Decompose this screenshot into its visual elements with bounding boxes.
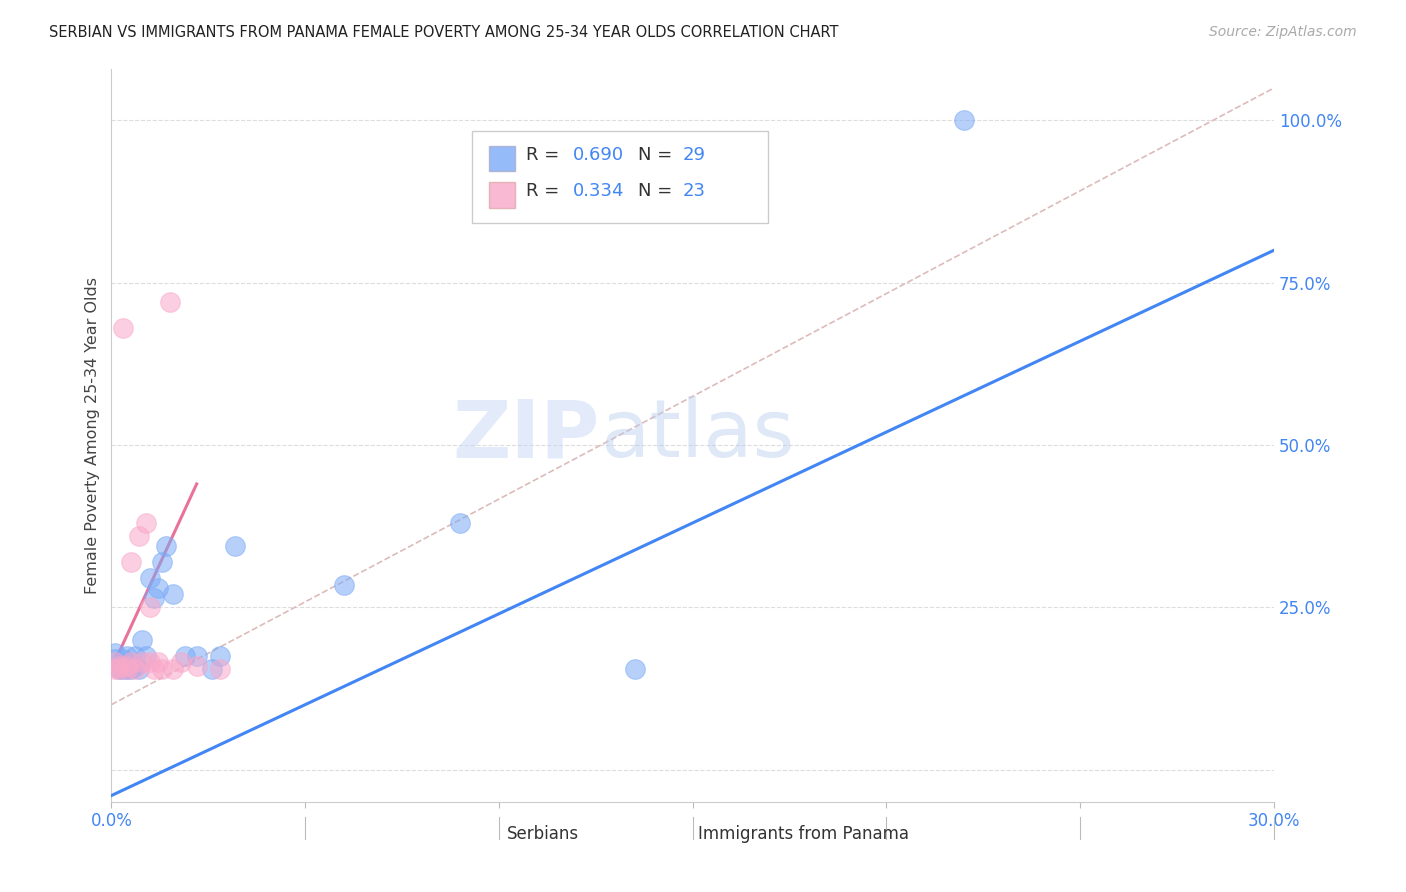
- Text: 0.334: 0.334: [572, 182, 624, 200]
- Point: [186, 648, 208, 663]
- Point: [333, 577, 356, 591]
- Point: [953, 113, 976, 128]
- Point: [112, 321, 135, 335]
- Point: [162, 662, 184, 676]
- Point: [108, 662, 131, 676]
- Text: 23: 23: [682, 182, 706, 200]
- Point: [146, 581, 169, 595]
- Text: R =: R =: [526, 145, 565, 163]
- Point: [115, 662, 138, 676]
- Point: [146, 656, 169, 670]
- Point: [186, 658, 208, 673]
- Point: [135, 516, 157, 530]
- Point: [104, 656, 127, 670]
- Text: Source: ZipAtlas.com: Source: ZipAtlas.com: [1209, 25, 1357, 39]
- Point: [112, 662, 135, 676]
- Point: [155, 539, 177, 553]
- Point: [174, 648, 197, 663]
- Point: [139, 656, 162, 670]
- Text: N =: N =: [638, 182, 678, 200]
- Point: [170, 656, 193, 670]
- Point: [449, 516, 471, 530]
- Point: [135, 648, 157, 663]
- Point: [128, 662, 150, 676]
- Point: [120, 656, 142, 670]
- Point: [143, 662, 166, 676]
- Text: R =: R =: [526, 182, 565, 200]
- Point: [150, 662, 173, 676]
- FancyBboxPatch shape: [465, 826, 499, 842]
- Point: [104, 652, 127, 666]
- Text: SERBIAN VS IMMIGRANTS FROM PANAMA FEMALE POVERTY AMONG 25-34 YEAR OLDS CORRELATI: SERBIAN VS IMMIGRANTS FROM PANAMA FEMALE…: [49, 25, 839, 40]
- FancyBboxPatch shape: [489, 182, 515, 208]
- Point: [139, 600, 162, 615]
- Point: [131, 656, 153, 670]
- Point: [124, 658, 146, 673]
- Text: 29: 29: [682, 145, 706, 163]
- Point: [159, 295, 181, 310]
- Point: [139, 571, 162, 585]
- Text: 0.690: 0.690: [572, 145, 624, 163]
- Point: [623, 662, 645, 676]
- Text: atlas: atlas: [600, 396, 794, 475]
- Point: [124, 648, 146, 663]
- FancyBboxPatch shape: [489, 145, 515, 171]
- Text: N =: N =: [638, 145, 678, 163]
- Point: [108, 658, 131, 673]
- Point: [131, 632, 153, 647]
- Point: [124, 662, 146, 676]
- FancyBboxPatch shape: [658, 826, 690, 842]
- Point: [201, 662, 224, 676]
- Point: [112, 652, 135, 666]
- Y-axis label: Female Poverty Among 25-34 Year Olds: Female Poverty Among 25-34 Year Olds: [86, 277, 100, 594]
- Point: [162, 587, 184, 601]
- Point: [208, 662, 231, 676]
- Point: [150, 555, 173, 569]
- Point: [143, 591, 166, 605]
- Point: [224, 539, 246, 553]
- Point: [108, 662, 131, 676]
- Point: [120, 555, 142, 569]
- Point: [104, 662, 127, 676]
- Text: Immigrants from Panama: Immigrants from Panama: [699, 825, 910, 843]
- Text: Serbians: Serbians: [506, 825, 579, 843]
- Point: [120, 662, 142, 676]
- Point: [104, 646, 127, 660]
- FancyBboxPatch shape: [472, 131, 768, 223]
- Point: [108, 658, 131, 673]
- Point: [115, 648, 138, 663]
- Point: [115, 658, 138, 673]
- Point: [115, 662, 138, 676]
- Point: [128, 529, 150, 543]
- Point: [208, 648, 231, 663]
- Text: ZIP: ZIP: [453, 396, 600, 475]
